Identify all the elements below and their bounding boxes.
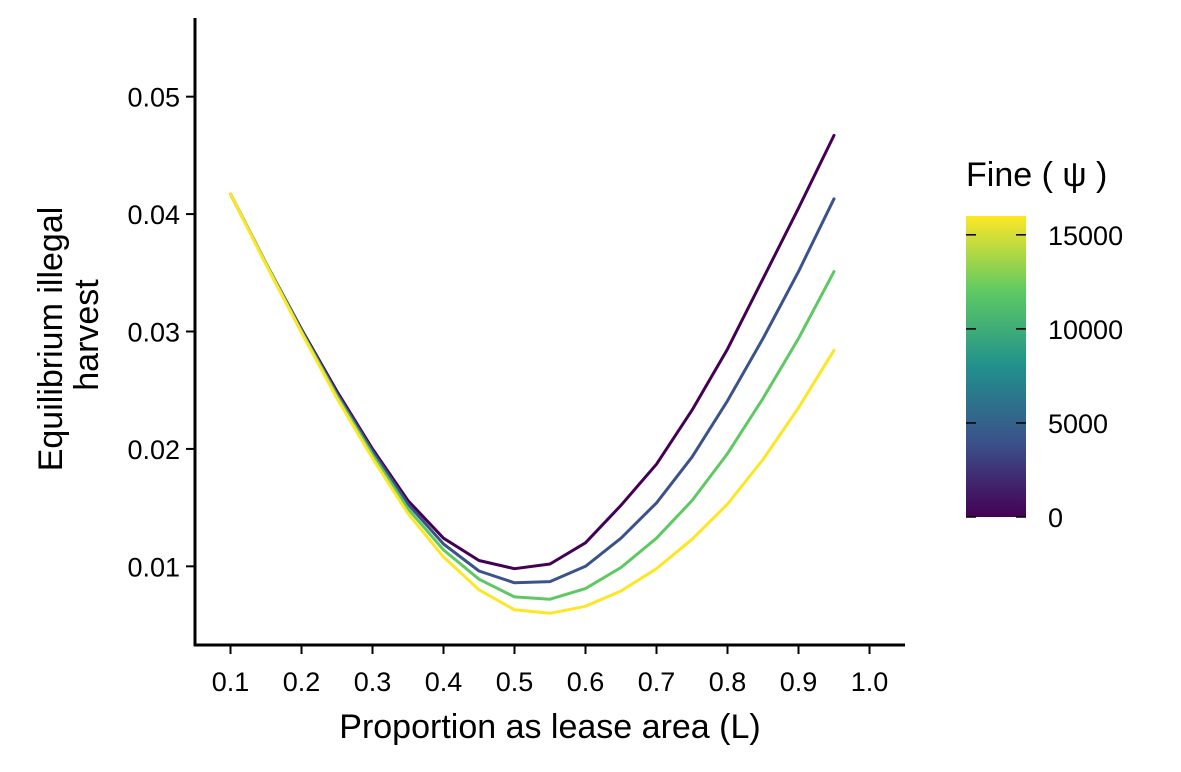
legend-title: Fine ( ψ ) [966, 156, 1107, 194]
x-tick-label: 1.0 [851, 667, 889, 697]
colorbar-tick-label: 15000 [1048, 221, 1123, 251]
x-tick-label: 0.7 [638, 667, 676, 697]
series-group [229, 133, 836, 615]
x-axis-title: Proportion as lease area (L) [339, 708, 760, 746]
x-tick-label: 0.6 [567, 667, 605, 697]
x-tick-label: 0.3 [354, 667, 392, 697]
y-tick-label: 0.05 [127, 83, 180, 113]
colorbar-tick-label: 0 [1048, 503, 1063, 533]
y-tick-label: 0.04 [127, 200, 180, 230]
y-ticks: 0.01 0.02 0.03 0.04 0.05 [127, 83, 195, 582]
y-axis-title: Equilibrium illegal harvest [32, 207, 106, 472]
colorbar-ticks: 0 5000 10000 15000 [966, 221, 1123, 533]
x-tick-label: 0.8 [709, 667, 747, 697]
colorbar-tick-label: 5000 [1048, 409, 1108, 439]
y-tick-label: 0.01 [127, 552, 180, 582]
series-line-fine-0 [229, 133, 836, 571]
y-axis-title-line-2: harvest [68, 279, 106, 391]
x-tick-label: 0.2 [283, 667, 321, 697]
series-line-fine-10000 [229, 192, 836, 601]
x-tick-label: 0.5 [496, 667, 534, 697]
x-tick-label: 0.1 [212, 667, 250, 697]
y-tick-label: 0.03 [127, 318, 180, 348]
colorbar [966, 216, 1026, 517]
y-tick-label: 0.02 [127, 435, 180, 465]
x-tick-label: 0.4 [425, 667, 463, 697]
x-tick-label: 0.9 [780, 667, 818, 697]
x-ticks: 0.1 0.2 0.3 0.4 0.5 0.6 0.7 0.8 0.9 1.0 [212, 645, 889, 697]
y-axis-title-line-1: Equilibrium illegal [32, 207, 70, 472]
series-line-fine-5000 [229, 192, 836, 585]
colorbar-tick-label: 10000 [1048, 315, 1123, 345]
legend: Fine ( ψ ) 0 5000 10000 15000 [966, 156, 1123, 533]
series-line-fine-15000 [229, 192, 836, 615]
